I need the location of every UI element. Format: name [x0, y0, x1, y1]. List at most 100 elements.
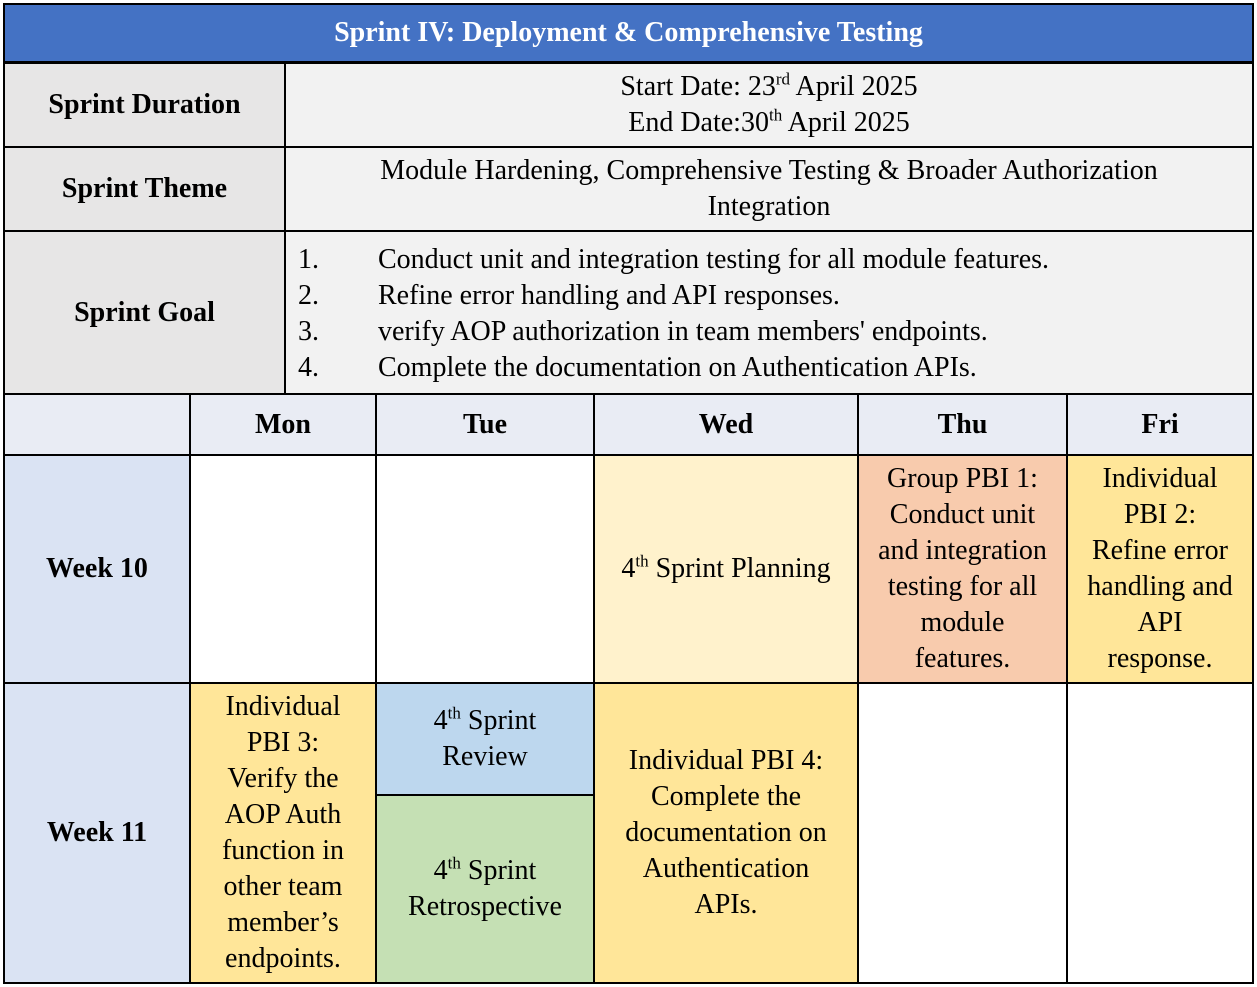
- goal-item-text: Refine error handling and API responses.: [378, 280, 840, 311]
- sprint-theme-line2: Integration: [707, 191, 831, 222]
- sprint-theme-value: Module Hardening, Comprehensive Testing …: [285, 147, 1253, 231]
- week-10-tue-cell: [376, 455, 594, 683]
- border-line: [1066, 394, 1068, 983]
- goal-item: 3. verify AOP authorization in team memb…: [298, 314, 1049, 350]
- border-line: [3, 61, 1254, 64]
- sprint-title-text: Sprint IV: Deployment & Comprehensive Te…: [334, 17, 923, 48]
- day-header-thu: Thu: [858, 394, 1067, 455]
- week-11-label: Week 11: [4, 683, 190, 983]
- sprint-review-line1: 4th Sprint: [434, 703, 537, 739]
- individual-pbi-3-line: endpoints.: [225, 943, 341, 974]
- goal-item: 1. Conduct unit and integration testing …: [298, 242, 1049, 278]
- day-header-mon-text: Mon: [255, 408, 311, 440]
- day-header-tue: Tue: [376, 394, 594, 455]
- day-header-fri: Fri: [1067, 394, 1253, 455]
- border-line: [1252, 3, 1254, 984]
- individual-pbi-3-cell: Individual PBI 3: Verify the AOP Auth fu…: [190, 683, 376, 983]
- group-pbi-1-line: and integration: [878, 535, 1047, 566]
- day-header-fri-text: Fri: [1141, 408, 1179, 440]
- sprint-theme-label: Sprint Theme: [4, 147, 285, 231]
- start-date-sup: rd: [775, 69, 791, 89]
- sprint-planning-num: 4: [621, 553, 636, 584]
- sprint-review-cell: 4th Sprint Review: [376, 683, 594, 795]
- individual-pbi-4-line: Complete the: [650, 781, 802, 812]
- individual-pbi-3-line: Verify the: [227, 763, 339, 794]
- week-11-fri-cell: [1067, 683, 1253, 983]
- week-10-label: Week 10: [4, 455, 190, 683]
- border-line: [3, 3, 1254, 5]
- sprint-retrospective-num: 4: [433, 855, 448, 886]
- group-pbi-1-cell: Group PBI 1: Conduct unit and integratio…: [858, 455, 1067, 683]
- individual-pbi-2-line: API: [1137, 607, 1183, 638]
- border-line: [3, 682, 1254, 684]
- sprint-title: Sprint IV: Deployment & Comprehensive Te…: [4, 4, 1253, 62]
- goal-item-text: Complete the documentation on Authentica…: [378, 352, 977, 383]
- border-line: [284, 62, 286, 394]
- border-line: [376, 794, 594, 796]
- border-line: [3, 982, 1254, 984]
- border-line: [189, 394, 191, 983]
- border-line: [375, 394, 377, 983]
- group-pbi-1-line: Conduct unit: [889, 499, 1036, 530]
- sprint-retrospective-cell: 4th Sprint Retrospective: [376, 795, 594, 983]
- sprint-goal-label: Sprint Goal: [4, 231, 285, 394]
- day-header-tue-text: Tue: [462, 408, 508, 440]
- goal-item-text: verify AOP authorization in team members…: [378, 316, 988, 347]
- day-header-thu-text: Thu: [937, 408, 988, 440]
- individual-pbi-3-line: function in: [221, 835, 345, 866]
- sprint-review-num: 4: [433, 705, 448, 736]
- individual-pbi-4-line: Authentication: [642, 853, 810, 884]
- sprint-goal-value: [285, 231, 1253, 394]
- sprint-duration-label-text: Sprint Duration: [48, 88, 241, 120]
- individual-pbi-4-line: documentation on: [625, 817, 827, 848]
- sprint-planning-sup: th: [635, 551, 649, 571]
- border-line: [3, 146, 1254, 148]
- group-pbi-1-line: features.: [914, 643, 1011, 674]
- week-10-mon-cell: [190, 455, 376, 683]
- border-line: [3, 3, 5, 984]
- start-date-suffix: April 2025: [790, 70, 918, 102]
- day-header-mon: Mon: [190, 394, 376, 455]
- individual-pbi-2-cell: Individual PBI 2: Refine error handling …: [1067, 455, 1253, 683]
- end-date-sup: th: [768, 105, 783, 125]
- sprint-planning-text: 4th Sprint Planning: [621, 551, 830, 587]
- sprint-theme-label-text: Sprint Theme: [61, 173, 228, 204]
- goal-item-text: Conduct unit and integration testing for…: [378, 244, 1050, 275]
- week-11-thu-cell: [858, 683, 1067, 983]
- individual-pbi-4-line: APIs.: [694, 889, 758, 920]
- sprint-review-word: Sprint: [460, 705, 537, 736]
- group-pbi-1-line: Group PBI 1:: [887, 463, 1038, 494]
- sprint-retrospective-word: Sprint: [460, 855, 537, 886]
- border-line: [593, 394, 595, 983]
- individual-pbi-2-line: response.: [1107, 643, 1213, 674]
- end-date: End Date:30th April 2025: [628, 105, 910, 141]
- sprint-duration-value: Start Date: 23rd April 2025 End Date:30t…: [285, 62, 1253, 147]
- sprint-planning-cell: 4th Sprint Planning: [594, 455, 858, 683]
- sprint-retrospective-line1: 4th Sprint: [434, 853, 537, 889]
- border-line: [857, 394, 859, 983]
- individual-pbi-2-line: handling and: [1087, 571, 1233, 602]
- sprint-duration-label: Sprint Duration: [4, 62, 285, 147]
- sprint-retrospective-line2: Retrospective: [408, 891, 562, 922]
- sprint-goal-label-text: Sprint Goal: [74, 296, 215, 328]
- sprint-retrospective-sup: th: [447, 853, 461, 873]
- individual-pbi-2-line: Refine error: [1091, 535, 1229, 566]
- start-date-prefix: Start Date: 23: [620, 70, 776, 102]
- group-pbi-1-line: testing for all: [887, 571, 1038, 602]
- individual-pbi-3-line: AOP Auth: [224, 799, 342, 830]
- individual-pbi-2-line: PBI 2:: [1123, 499, 1197, 530]
- goal-item-number: 2.: [298, 280, 319, 311]
- goal-item: 4. Complete the documentation on Authent…: [298, 350, 1049, 386]
- goal-item-number: 3.: [298, 316, 319, 347]
- goal-item-number: 4.: [298, 352, 319, 383]
- end-date-suffix: April 2025: [782, 106, 910, 138]
- border-line: [3, 393, 1254, 395]
- goal-item: 2. Refine error handling and API respons…: [298, 278, 1049, 314]
- individual-pbi-3-line: member’s: [227, 907, 339, 938]
- sprint-review-line2: Review: [442, 741, 528, 772]
- sprint-review-sup: th: [447, 703, 461, 723]
- day-header-wed: Wed: [594, 394, 858, 455]
- individual-pbi-4-cell: Individual PBI 4: Complete the documenta…: [594, 683, 858, 983]
- day-header-wed-text: Wed: [698, 408, 754, 440]
- group-pbi-1-line: module: [920, 607, 1005, 638]
